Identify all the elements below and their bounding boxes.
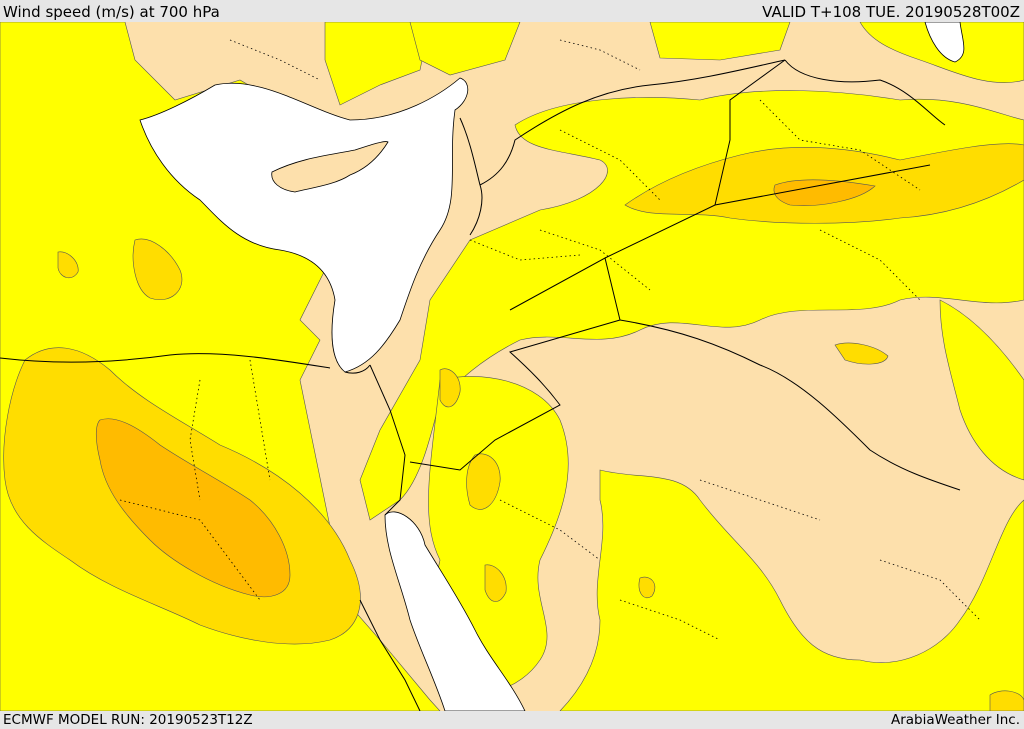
header-bar: Wind speed (m/s) at 700 hPa VALID T+108 …	[0, 0, 1024, 22]
model-run-label: ECMWF MODEL RUN: 20190523T12Z	[3, 712, 253, 728]
valid-time-label: VALID T+108 TUE. 20190528T00Z	[762, 3, 1020, 21]
credit-label: ArabiaWeather Inc.	[890, 712, 1020, 728]
cyprus-island	[271, 141, 389, 193]
admin-boundaries	[119, 39, 981, 641]
country-borders	[0, 59, 961, 711]
footer-bar: ECMWF MODEL RUN: 20190523T12Z ArabiaWeat…	[0, 711, 1024, 729]
wind-speed-map	[0, 22, 1024, 711]
map-title: Wind speed (m/s) at 700 hPa	[3, 3, 220, 21]
very-strong-wind-areas	[95, 179, 876, 598]
sea-areas	[139, 22, 965, 711]
